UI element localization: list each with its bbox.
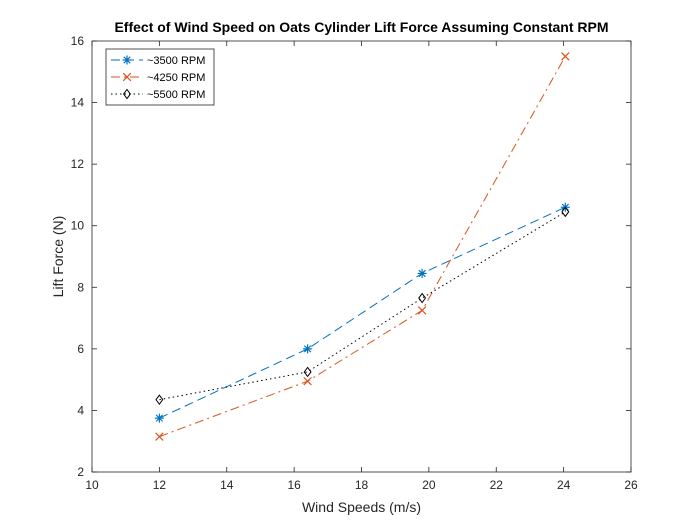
legend-marker-1 — [122, 55, 132, 65]
x-tick-label-9: 26 — [624, 478, 638, 492]
y-tick-label-3: 6 — [77, 342, 84, 356]
legend-marker-3 — [123, 88, 131, 100]
y-tick-label-5: 10 — [71, 219, 85, 233]
data-point-1-3 — [417, 268, 427, 278]
legend-marker-2 — [122, 72, 132, 82]
series-3 — [155, 206, 570, 405]
legend-label-3: ~5500 RPM — [147, 89, 205, 101]
x-tick-label-3: 14 — [220, 478, 234, 492]
x-tick-label-6: 20 — [422, 478, 436, 492]
plot-area — [92, 41, 631, 472]
y-tick-label-7: 14 — [71, 96, 85, 110]
data-point-2-3 — [417, 306, 427, 315]
data-point-3-2 — [303, 366, 312, 378]
x-tick-label-7: 22 — [490, 478, 504, 492]
data-point-2-1 — [155, 432, 164, 441]
legend-entry-1: ~3500 RPM — [111, 55, 205, 67]
x-tick-label-8: 24 — [557, 478, 571, 492]
x-tick-label-2: 12 — [153, 478, 167, 492]
y-tick-label-1: 2 — [77, 465, 84, 479]
x-tick-label-1: 10 — [85, 478, 99, 492]
legend-entry-3: ~5500 RPM — [111, 88, 205, 101]
x-tick-label-5: 18 — [355, 478, 369, 492]
data-point-1-2 — [303, 344, 313, 354]
data-point-1-1 — [154, 413, 164, 423]
legend: ~3500 RPM ~4250 RPM ~5500 RPM — [105, 48, 215, 106]
y-tick-label-2: 4 — [77, 403, 84, 417]
data-point-3-3 — [418, 292, 427, 304]
series-line-1 — [159, 206, 566, 419]
data-point-3-1 — [155, 394, 164, 405]
x-axis-label: Wind Speeds (m/s) — [302, 499, 421, 515]
data-point-2-2 — [303, 376, 312, 386]
y-tick-label-4: 8 — [77, 280, 84, 294]
legend-label-1: ~3500 RPM — [147, 55, 205, 67]
chart-title: Effect of Wind Speed on Oats Cylinder Li… — [114, 19, 608, 35]
series-line-2 — [159, 56, 566, 438]
y-tick-label-6: 12 — [71, 157, 85, 171]
data-point-3-4 — [561, 206, 570, 218]
legend-entry-2: ~4250 RPM — [111, 72, 205, 84]
legend-label-2: ~4250 RPM — [147, 72, 205, 84]
y-axis-label: Lift Force (N) — [50, 216, 66, 298]
x-tick-label-4: 16 — [287, 478, 301, 492]
data-point-2-4 — [561, 52, 570, 61]
y-tick-label-8: 16 — [71, 34, 85, 48]
series-1 — [154, 202, 570, 423]
series-layer — [154, 52, 570, 441]
series-2 — [155, 52, 570, 441]
